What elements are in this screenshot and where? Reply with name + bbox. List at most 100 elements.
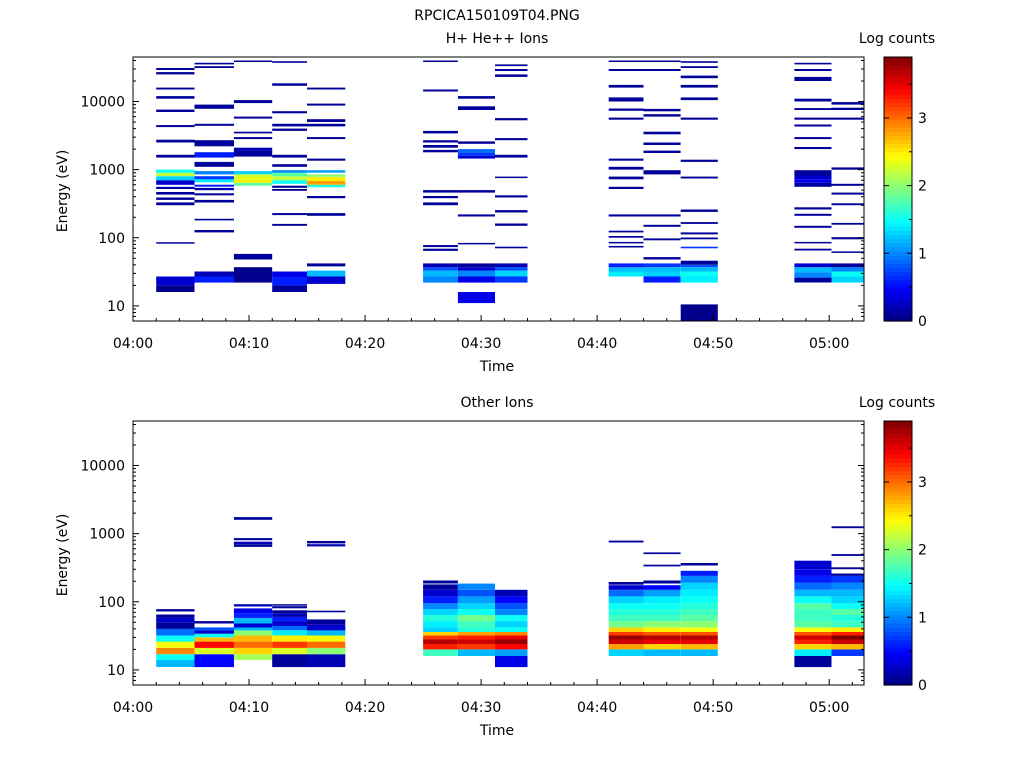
data-cell	[156, 139, 195, 143]
colorbar-swatch	[884, 487, 912, 492]
colorbar-swatch	[884, 209, 912, 215]
data-cell	[680, 621, 718, 628]
data-cell	[457, 583, 495, 590]
data-cell	[307, 123, 346, 127]
data-cell	[608, 582, 644, 585]
colorbar-swatch	[884, 316, 912, 322]
colorbar-swatch	[884, 304, 912, 310]
data-cell	[794, 649, 832, 656]
data-cell	[156, 197, 195, 200]
data-cell	[233, 147, 273, 151]
data-cell	[680, 246, 718, 249]
data-cell	[272, 641, 307, 648]
data-cell	[680, 84, 718, 88]
data-cell	[272, 180, 307, 184]
colorbar-swatch	[884, 441, 912, 447]
colorbar-swatch	[884, 300, 912, 306]
data-cell	[794, 627, 832, 632]
data-cell	[608, 108, 644, 111]
data-cell	[423, 649, 458, 656]
colorbar-swatch	[884, 135, 912, 141]
data-cell	[608, 271, 644, 277]
colorbar-swatch	[884, 85, 912, 91]
data-cell	[233, 538, 273, 541]
data-cell	[423, 589, 458, 597]
data-cell	[643, 632, 681, 636]
x-tick-label: 04:40	[577, 336, 617, 352]
colorbar-swatch	[884, 569, 912, 575]
data-cell	[831, 615, 864, 622]
colorbar-swatch	[884, 275, 912, 281]
colorbar-swatch	[884, 544, 912, 550]
colorbar-swatch	[884, 577, 912, 583]
data-cell	[194, 104, 234, 109]
data-cell	[794, 615, 832, 622]
colorbar-swatch	[884, 230, 912, 235]
colorbar-swatch	[884, 172, 912, 178]
colorbar-swatch	[884, 106, 912, 112]
data-cell	[794, 62, 832, 65]
colorbar-swatch	[884, 65, 912, 70]
x-tick-label: 04:20	[345, 336, 385, 352]
data-cell	[794, 69, 832, 71]
colorbar-swatch	[884, 507, 912, 513]
colorbar-swatch	[884, 652, 912, 657]
data-cell	[272, 604, 307, 606]
data-cell	[831, 649, 864, 656]
colorbar-swatch	[884, 292, 912, 297]
data-cell	[194, 630, 234, 634]
colorbar-swatch	[884, 61, 912, 66]
data-cell	[495, 64, 528, 67]
data-cell	[307, 624, 346, 631]
x-tick-label: 04:30	[461, 700, 501, 716]
colorbar-swatch	[884, 222, 912, 227]
colorbar-swatch	[884, 283, 912, 289]
data-cell	[272, 630, 307, 636]
data-cell	[423, 60, 458, 62]
data-cell	[457, 155, 495, 159]
data-cell	[307, 174, 346, 177]
colorbar-swatch	[884, 532, 912, 538]
colorbar-swatch	[884, 156, 912, 161]
data-cell	[680, 75, 718, 79]
colorbar-swatch	[884, 189, 912, 194]
colorbar-swatch	[884, 548, 912, 554]
data-cell	[423, 644, 458, 650]
heatmap-plot: 04:00 04:10 04:20 04:30 04:40 04:50 05:00 10 100…	[80, 420, 865, 716]
data-cell	[680, 304, 718, 321]
data-cell	[831, 192, 864, 195]
data-cell	[272, 213, 307, 216]
data-cell	[495, 74, 528, 77]
data-cell	[307, 619, 346, 625]
data-cell	[643, 585, 681, 590]
data-cell	[680, 159, 718, 162]
colorbar-swatch	[884, 449, 912, 455]
data-cell	[680, 635, 718, 640]
data-cell	[423, 276, 458, 283]
colorbar-swatch	[884, 57, 912, 62]
x-tick-label: 04:10	[229, 700, 269, 716]
data-cell	[272, 154, 307, 158]
data-cell	[794, 596, 832, 604]
data-cell	[194, 152, 234, 158]
data-cell	[272, 223, 307, 226]
colorbar-swatch	[884, 610, 912, 616]
data-cell	[831, 582, 864, 590]
data-cell	[457, 621, 495, 628]
colorbar-swatch	[884, 631, 912, 637]
data-cell	[495, 138, 528, 141]
data-cell	[794, 560, 832, 570]
x-tick-label: 05:00	[809, 700, 849, 716]
data-cell	[643, 627, 681, 632]
data-cell	[156, 154, 195, 158]
data-cell	[156, 647, 195, 655]
data-cell	[680, 66, 718, 68]
data-cell	[307, 610, 346, 613]
data-cell	[194, 187, 234, 191]
data-cell	[680, 627, 718, 632]
data-cell	[643, 564, 681, 567]
data-cell	[495, 609, 528, 615]
data-cell	[307, 263, 346, 267]
plot-frame	[132, 420, 865, 686]
data-cell	[495, 176, 528, 179]
